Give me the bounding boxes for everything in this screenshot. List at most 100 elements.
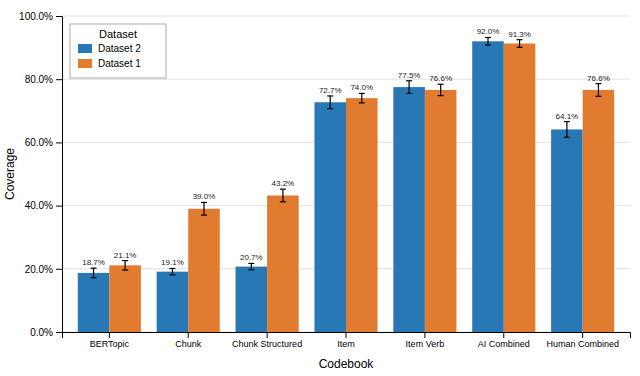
data-label: 92.0% <box>477 27 500 36</box>
error-bar <box>487 37 488 45</box>
data-label: 91.3% <box>508 30 531 39</box>
tick-mark <box>267 332 268 338</box>
error-cap <box>595 96 601 97</box>
bar <box>425 90 457 332</box>
x-axis: BERTopic Chunk Chunk Structured Item Item Ve… <box>63 332 631 349</box>
error-cap <box>359 93 365 94</box>
data-label: 21.1% <box>114 251 137 260</box>
legend-title: Dataset <box>99 28 137 40</box>
tick: Item Verb <box>406 332 445 349</box>
error-bar <box>409 81 410 94</box>
chart: 18.7%19.1%20.7%72.7%77.5%92.0%64.1%21.1%… <box>0 0 640 376</box>
error-bar <box>282 189 283 202</box>
axis-line <box>56 17 63 333</box>
bar <box>393 87 425 332</box>
error-cap <box>91 277 97 278</box>
error-bar <box>251 263 252 269</box>
bar <box>78 273 110 332</box>
data-label: 77.5% <box>398 71 421 80</box>
series <box>78 37 583 332</box>
error-cap <box>201 202 207 203</box>
data-label: 74.0% <box>350 83 373 92</box>
tick-label: Item <box>337 339 355 349</box>
tick-mark <box>56 79 62 80</box>
error-cap <box>595 83 601 84</box>
error-cap <box>517 39 523 40</box>
error-cap <box>438 84 444 85</box>
bar <box>109 265 141 332</box>
error-cap <box>485 37 491 38</box>
error-cap <box>280 201 286 202</box>
y-axis: 0.0% 20.0% 40.0% 60.0% 80.0% 100.0% <box>19 11 62 338</box>
legend-box <box>70 24 166 78</box>
plot: 18.7%19.1%20.7%72.7%77.5%92.0%64.1%21.1%… <box>19 11 630 350</box>
error-cap <box>406 80 412 81</box>
data-label: 19.1% <box>161 258 184 267</box>
data-label: 20.7% <box>240 253 263 262</box>
error-bar <box>125 261 126 270</box>
tick-mark <box>424 332 425 338</box>
error-cap <box>327 108 333 109</box>
tick-mark <box>346 332 347 338</box>
bar <box>583 90 615 332</box>
error-cap <box>485 44 491 45</box>
bar <box>314 102 346 332</box>
bar <box>551 129 583 332</box>
error-bar <box>172 268 173 274</box>
error-cap <box>280 189 286 190</box>
tick-mark <box>56 16 62 17</box>
tick: 0.0% <box>30 327 62 338</box>
tick-label: 40.0% <box>25 200 53 211</box>
y-axis-title: Coverage <box>3 148 17 200</box>
tick-mark <box>56 332 62 333</box>
bar <box>472 41 504 332</box>
error-bar <box>203 202 204 215</box>
legend: DatasetDataset 2Dataset 1 <box>70 24 166 78</box>
bar <box>267 195 299 332</box>
data-label: 76.6% <box>587 74 610 83</box>
x-axis-title: Codebook <box>319 357 375 371</box>
error-cap <box>91 268 97 269</box>
bar <box>188 209 220 332</box>
tick-label: Chunk Structured <box>232 339 302 349</box>
error-bar <box>93 268 94 277</box>
data-label: 76.6% <box>429 74 452 83</box>
grid-line <box>62 16 630 17</box>
tick: BERTopic <box>90 332 130 349</box>
tick-label: 60.0% <box>25 137 53 148</box>
error-cap <box>359 102 365 103</box>
tick-mark <box>56 269 62 270</box>
marks <box>78 37 614 332</box>
tick-mark <box>109 332 110 338</box>
data-label: 39.0% <box>193 192 216 201</box>
error-cap <box>438 95 444 96</box>
legend-entry: Dataset 2 <box>98 43 141 54</box>
tick-label: 100.0% <box>19 11 53 22</box>
tick-mark <box>56 206 62 207</box>
tick: 20.0% <box>25 264 62 275</box>
error-cap <box>248 263 254 264</box>
tick: Chunk <box>175 332 202 349</box>
tick-label: Human Combined <box>546 339 619 349</box>
tick-label: BERTopic <box>90 339 130 349</box>
data-label: 64.1% <box>556 112 579 121</box>
tick-label: 80.0% <box>25 74 53 85</box>
tick-label: AI Combined <box>478 339 530 349</box>
error-cap <box>564 137 570 138</box>
bar <box>346 98 378 332</box>
tick-mark <box>188 332 189 338</box>
error-cap <box>201 214 207 215</box>
series <box>109 40 614 332</box>
tick: Human Combined <box>546 332 619 349</box>
tick-label: 20.0% <box>25 264 53 275</box>
bar <box>504 43 536 332</box>
error-cap <box>122 269 128 270</box>
data-label: 72.7% <box>319 86 342 95</box>
error-cap <box>169 268 175 269</box>
grid-line <box>62 79 630 80</box>
error-bar <box>598 84 599 97</box>
legend-swatch <box>78 59 92 68</box>
tick-label: 0.0% <box>30 327 53 338</box>
error-cap <box>406 93 412 94</box>
tick: Chunk Structured <box>232 332 302 349</box>
